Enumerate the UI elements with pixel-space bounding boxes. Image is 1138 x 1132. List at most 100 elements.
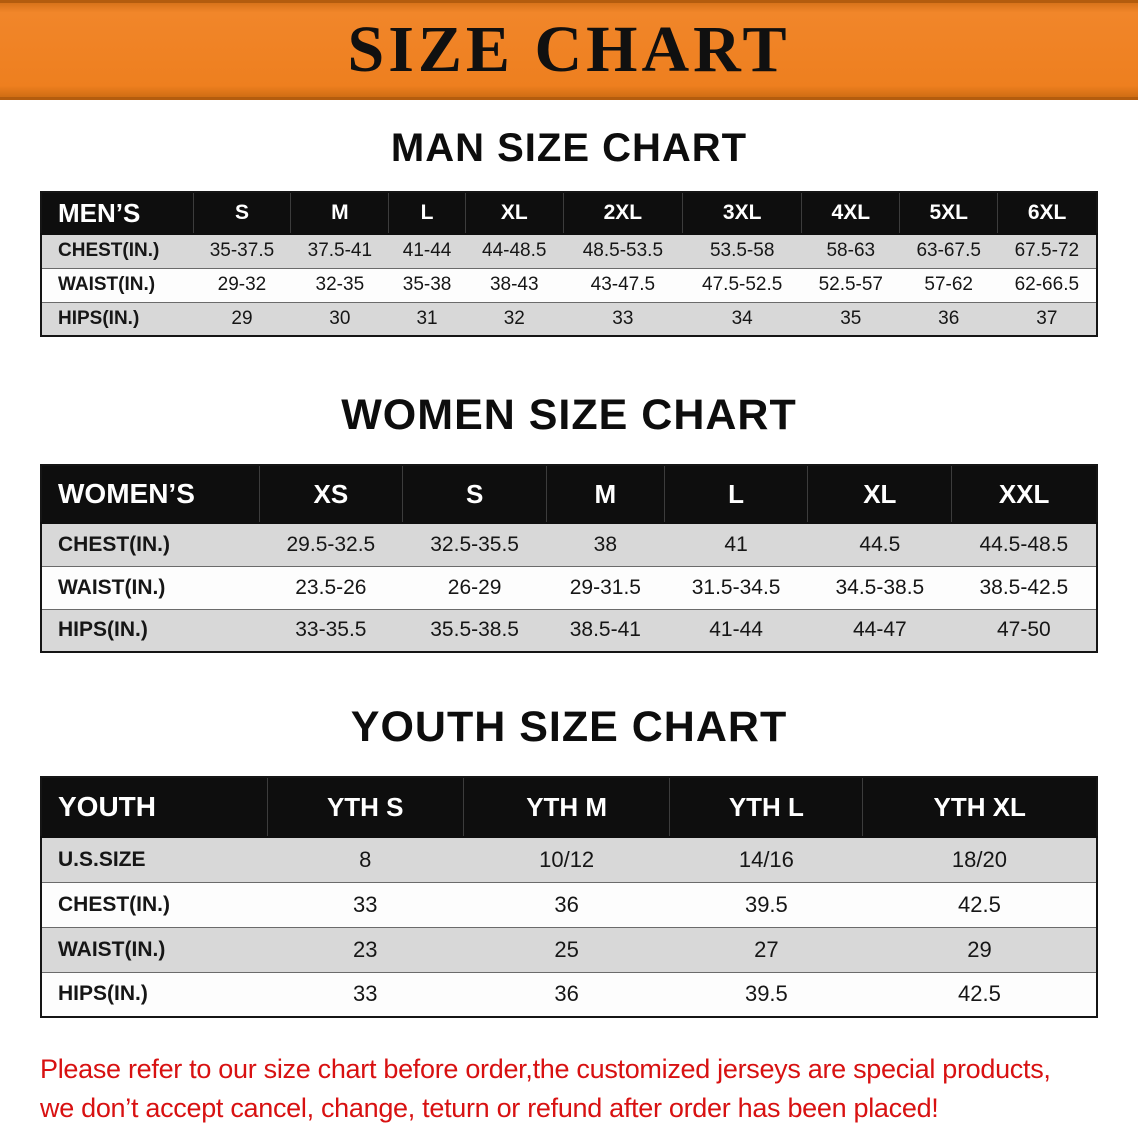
youth-section: YOUTH SIZE CHART YOUTH YTH S YTH M YTH L YTH… <box>0 703 1138 1018</box>
value-cell: 33 <box>352 891 378 917</box>
table-row: U.S.SIZE 8 10/12 14/16 18/20 <box>41 837 1097 882</box>
value-cell: 29 <box>231 307 253 329</box>
value-cell: 57-62 <box>924 274 973 295</box>
value-cell: 41 <box>724 532 748 556</box>
column-header-cell: 4XL <box>801 192 900 234</box>
disclaimer-line-2: we don’t accept cancel, change, teturn o… <box>40 1093 939 1124</box>
row-label-cell: WAIST(IN.) <box>58 937 166 961</box>
column-header-cell: XXL <box>951 465 1097 523</box>
value-cell: 41-44 <box>709 618 763 642</box>
column-header-cell: 6XL <box>997 192 1097 234</box>
value-cell: 27 <box>754 936 779 962</box>
value-cell: 26-29 <box>447 575 502 599</box>
value-cell: 23 <box>352 936 378 962</box>
value-cell: 44-48.5 <box>482 240 547 262</box>
column-header-cell: S <box>402 465 547 523</box>
value-cell: 31 <box>416 307 438 329</box>
youth-size-table: YOUTH YTH S YTH M YTH L YTH XL U.S.SIZE 8 10/12… <box>40 776 1098 1018</box>
column-header-cell: L <box>663 465 808 523</box>
value-cell: 38.5-41 <box>569 618 641 642</box>
value-cell: 42.5 <box>958 981 1001 1007</box>
value-cell: 42.5 <box>958 891 1001 917</box>
value-cell: 33 <box>612 307 634 329</box>
youth-section-heading: YOUTH SIZE CHART <box>350 703 788 751</box>
table-row: CHEST(IN.) 33 36 39.5 42.5 <box>41 882 1097 927</box>
value-cell: 35-37.5 <box>209 240 275 262</box>
column-header-cell: YTH XL <box>862 777 1097 837</box>
women-section: WOMEN SIZE CHART WOMEN’S XS S M L XL XXL CHEST(… <box>0 391 1138 653</box>
value-cell: 32.5-35.5 <box>430 532 519 556</box>
value-cell: 38 <box>593 532 618 556</box>
value-cell: 35-38 <box>402 274 452 295</box>
column-header-cell: M <box>290 192 389 234</box>
column-header-cell: 3XL <box>682 192 802 234</box>
table-row: CHEST(IN.) 35-37.5 37.5-41 41-44 44-48.5 48.5… <box>41 234 1097 268</box>
value-cell: 30 <box>329 307 351 329</box>
men-section-heading: MAN SIZE CHART <box>390 126 748 170</box>
row-label-cell: U.S.SIZE <box>58 847 146 871</box>
value-cell: 36 <box>938 307 960 329</box>
men-section: MAN SIZE CHART MEN’S S M L XL 2XL 3XL 4XL 5XL 6XL… <box>0 126 1138 337</box>
value-cell: 29.5-32.5 <box>286 532 376 556</box>
table-row: CHEST(IN.) 29.5-32.5 32.5-35.5 38 41 44.5 44.5… <box>41 523 1097 566</box>
value-cell: 32-35 <box>315 274 365 295</box>
table-header-row: MEN’S S M L XL 2XL 3XL 4XL 5XL 6XL <box>41 192 1097 234</box>
table-row: WAIST(IN.) 23 25 27 29 <box>41 927 1097 972</box>
column-header-cell: M <box>546 465 665 523</box>
table-title-cell: WOMEN’S <box>58 478 195 509</box>
value-cell: 62-66.5 <box>1014 274 1080 295</box>
table-row: HIPS(IN.) 33-35.5 35.5-38.5 38.5-41 41-44 44-… <box>41 609 1097 652</box>
value-cell: 10/12 <box>539 846 595 872</box>
table-header-row: YOUTH YTH S YTH M YTH L YTH XL <box>41 777 1097 837</box>
table-row: HIPS(IN.) 29 30 31 32 33 34 35 36 37 <box>41 302 1097 336</box>
value-cell: 47-50 <box>997 618 1051 642</box>
row-label-cell: HIPS(IN.) <box>58 982 148 1006</box>
value-cell: 52.5-57 <box>818 274 884 295</box>
value-cell: 29-31.5 <box>569 575 641 599</box>
column-header-cell: XS <box>258 465 403 523</box>
value-cell: 44-47 <box>852 618 907 642</box>
column-header-cell: YTH L <box>669 777 863 837</box>
women-section-heading: WOMEN SIZE CHART <box>341 391 797 439</box>
value-cell: 14/16 <box>738 846 794 872</box>
value-cell: 47.5-52.5 <box>702 274 783 295</box>
value-cell: 23.5-26 <box>295 575 367 599</box>
row-label-cell: CHEST(IN.) <box>58 532 170 556</box>
table-title-cell: YOUTH <box>58 791 156 822</box>
value-cell: 34.5-38.5 <box>835 575 925 599</box>
value-cell: 48.5-53.5 <box>582 240 664 262</box>
value-cell: 29-32 <box>217 274 267 295</box>
table-row: HIPS(IN.) 33 36 39.5 42.5 <box>41 972 1097 1017</box>
disclaimer: Please refer to our size chart before or… <box>40 1050 1100 1128</box>
column-header-cell: XL <box>807 465 952 523</box>
women-size-table: WOMEN’S XS S M L XL XXL CHEST(IN.) 29.5-32.5 32.5… <box>40 464 1098 653</box>
table-header-row: WOMEN’S XS S M L XL XXL <box>41 465 1097 523</box>
value-cell: 44.5 <box>859 532 901 556</box>
column-header-cell: YTH M <box>462 777 670 837</box>
value-cell: 8 <box>359 846 372 872</box>
value-cell: 58-63 <box>826 240 876 262</box>
value-cell: 29 <box>967 936 992 962</box>
men-size-table: MEN’S S M L XL 2XL 3XL 4XL 5XL 6XL CHEST(IN.) 35-37… <box>40 191 1098 337</box>
value-cell: 37.5-41 <box>307 240 373 262</box>
value-cell: 36 <box>554 981 579 1007</box>
value-cell: 25 <box>554 936 579 962</box>
column-header-cell: 2XL <box>562 192 683 234</box>
row-label-cell: CHEST(IN.) <box>58 892 170 916</box>
value-cell: 31.5-34.5 <box>691 575 781 599</box>
value-cell: 63-67.5 <box>916 240 981 262</box>
value-cell: 53.5-58 <box>709 240 775 262</box>
value-cell: 18/20 <box>951 846 1007 872</box>
table-row: WAIST(IN.) 29-32 32-35 35-38 38-43 43-47.5 47.… <box>41 268 1097 302</box>
value-cell: 39.5 <box>744 891 788 917</box>
row-label-cell: WAIST(IN.) <box>58 274 156 295</box>
table-title-cell: MEN’S <box>58 197 141 228</box>
value-cell: 32 <box>503 307 525 329</box>
value-cell: 37 <box>1036 307 1058 329</box>
value-cell: 35.5-38.5 <box>430 618 519 642</box>
disclaimer-line-1: Please refer to our size chart before or… <box>40 1054 1051 1084</box>
value-cell: 38-43 <box>489 274 539 295</box>
value-cell: 67.5-72 <box>1014 240 1080 262</box>
column-header-cell: XL <box>464 192 564 234</box>
